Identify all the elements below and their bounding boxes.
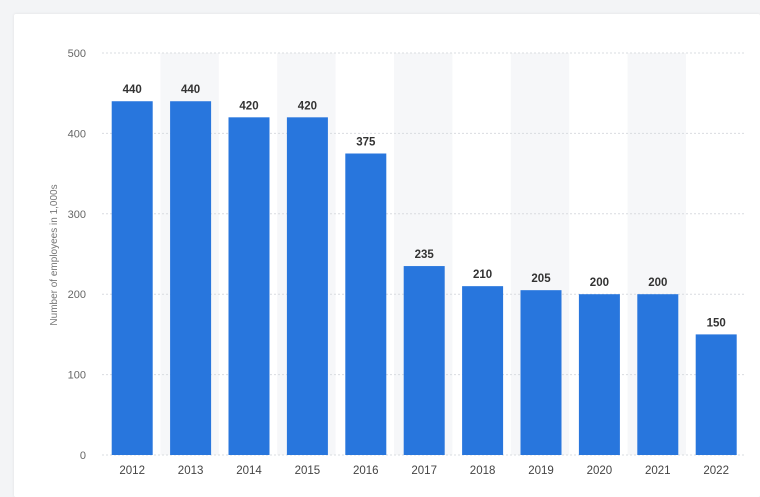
data-label: 420 — [298, 100, 317, 112]
x-tick-label: 2018 — [470, 465, 496, 477]
bar-2012[interactable] — [111, 101, 153, 456]
bar-2021[interactable] — [637, 294, 679, 455]
data-label: 235 — [415, 249, 435, 261]
x-tick-label: 2017 — [411, 465, 437, 477]
bar-2018[interactable] — [462, 286, 504, 455]
bar-2015[interactable] — [286, 117, 328, 455]
x-tick-label: 2021 — [645, 465, 671, 477]
y-tick-label: 500 — [68, 48, 86, 60]
y-tick-label: 200 — [68, 289, 86, 301]
data-label: 205 — [531, 273, 551, 285]
data-label: 375 — [356, 137, 376, 149]
bar-2014[interactable] — [228, 117, 270, 455]
y-tick-label: 0 — [80, 450, 86, 462]
x-tick-label: 2020 — [587, 465, 613, 477]
data-label: 210 — [473, 269, 492, 281]
data-label: 440 — [123, 84, 142, 96]
x-axis-ticks: 2012 2013 2014 2015 2016 2017 2018 2019 2020 2021… — [119, 465, 729, 477]
x-tick-label: 2016 — [353, 465, 379, 477]
y-axis-label: Number of employees in 1,000s — [49, 184, 60, 325]
data-labels: 440 440 420 420 375 235 210 205 200 200 150 — [123, 84, 726, 329]
data-label: 440 — [181, 84, 200, 96]
bar-2019[interactable] — [520, 290, 562, 455]
y-axis-ticks: 0 100 200 300 400 500 — [68, 48, 86, 462]
bars — [111, 101, 737, 456]
x-tick-label: 2013 — [178, 465, 204, 477]
bar-2022[interactable] — [695, 334, 737, 455]
y-tick-label: 400 — [68, 128, 86, 140]
data-label: 200 — [590, 277, 609, 289]
data-label: 150 — [707, 317, 726, 329]
bar-2020[interactable] — [578, 294, 620, 455]
data-label: 200 — [648, 277, 667, 289]
x-tick-label: 2015 — [295, 465, 321, 477]
x-tick-label: 2022 — [703, 465, 729, 477]
x-tick-label: 2012 — [119, 465, 145, 477]
y-tick-label: 300 — [68, 209, 86, 221]
data-label: 420 — [239, 100, 258, 112]
y-tick-label: 100 — [68, 370, 86, 382]
bar-2013[interactable] — [170, 101, 212, 456]
x-tick-label: 2014 — [236, 465, 262, 477]
bar-2016[interactable] — [345, 153, 387, 456]
x-tick-label: 2019 — [528, 465, 554, 477]
bar-2017[interactable] — [403, 266, 445, 455]
